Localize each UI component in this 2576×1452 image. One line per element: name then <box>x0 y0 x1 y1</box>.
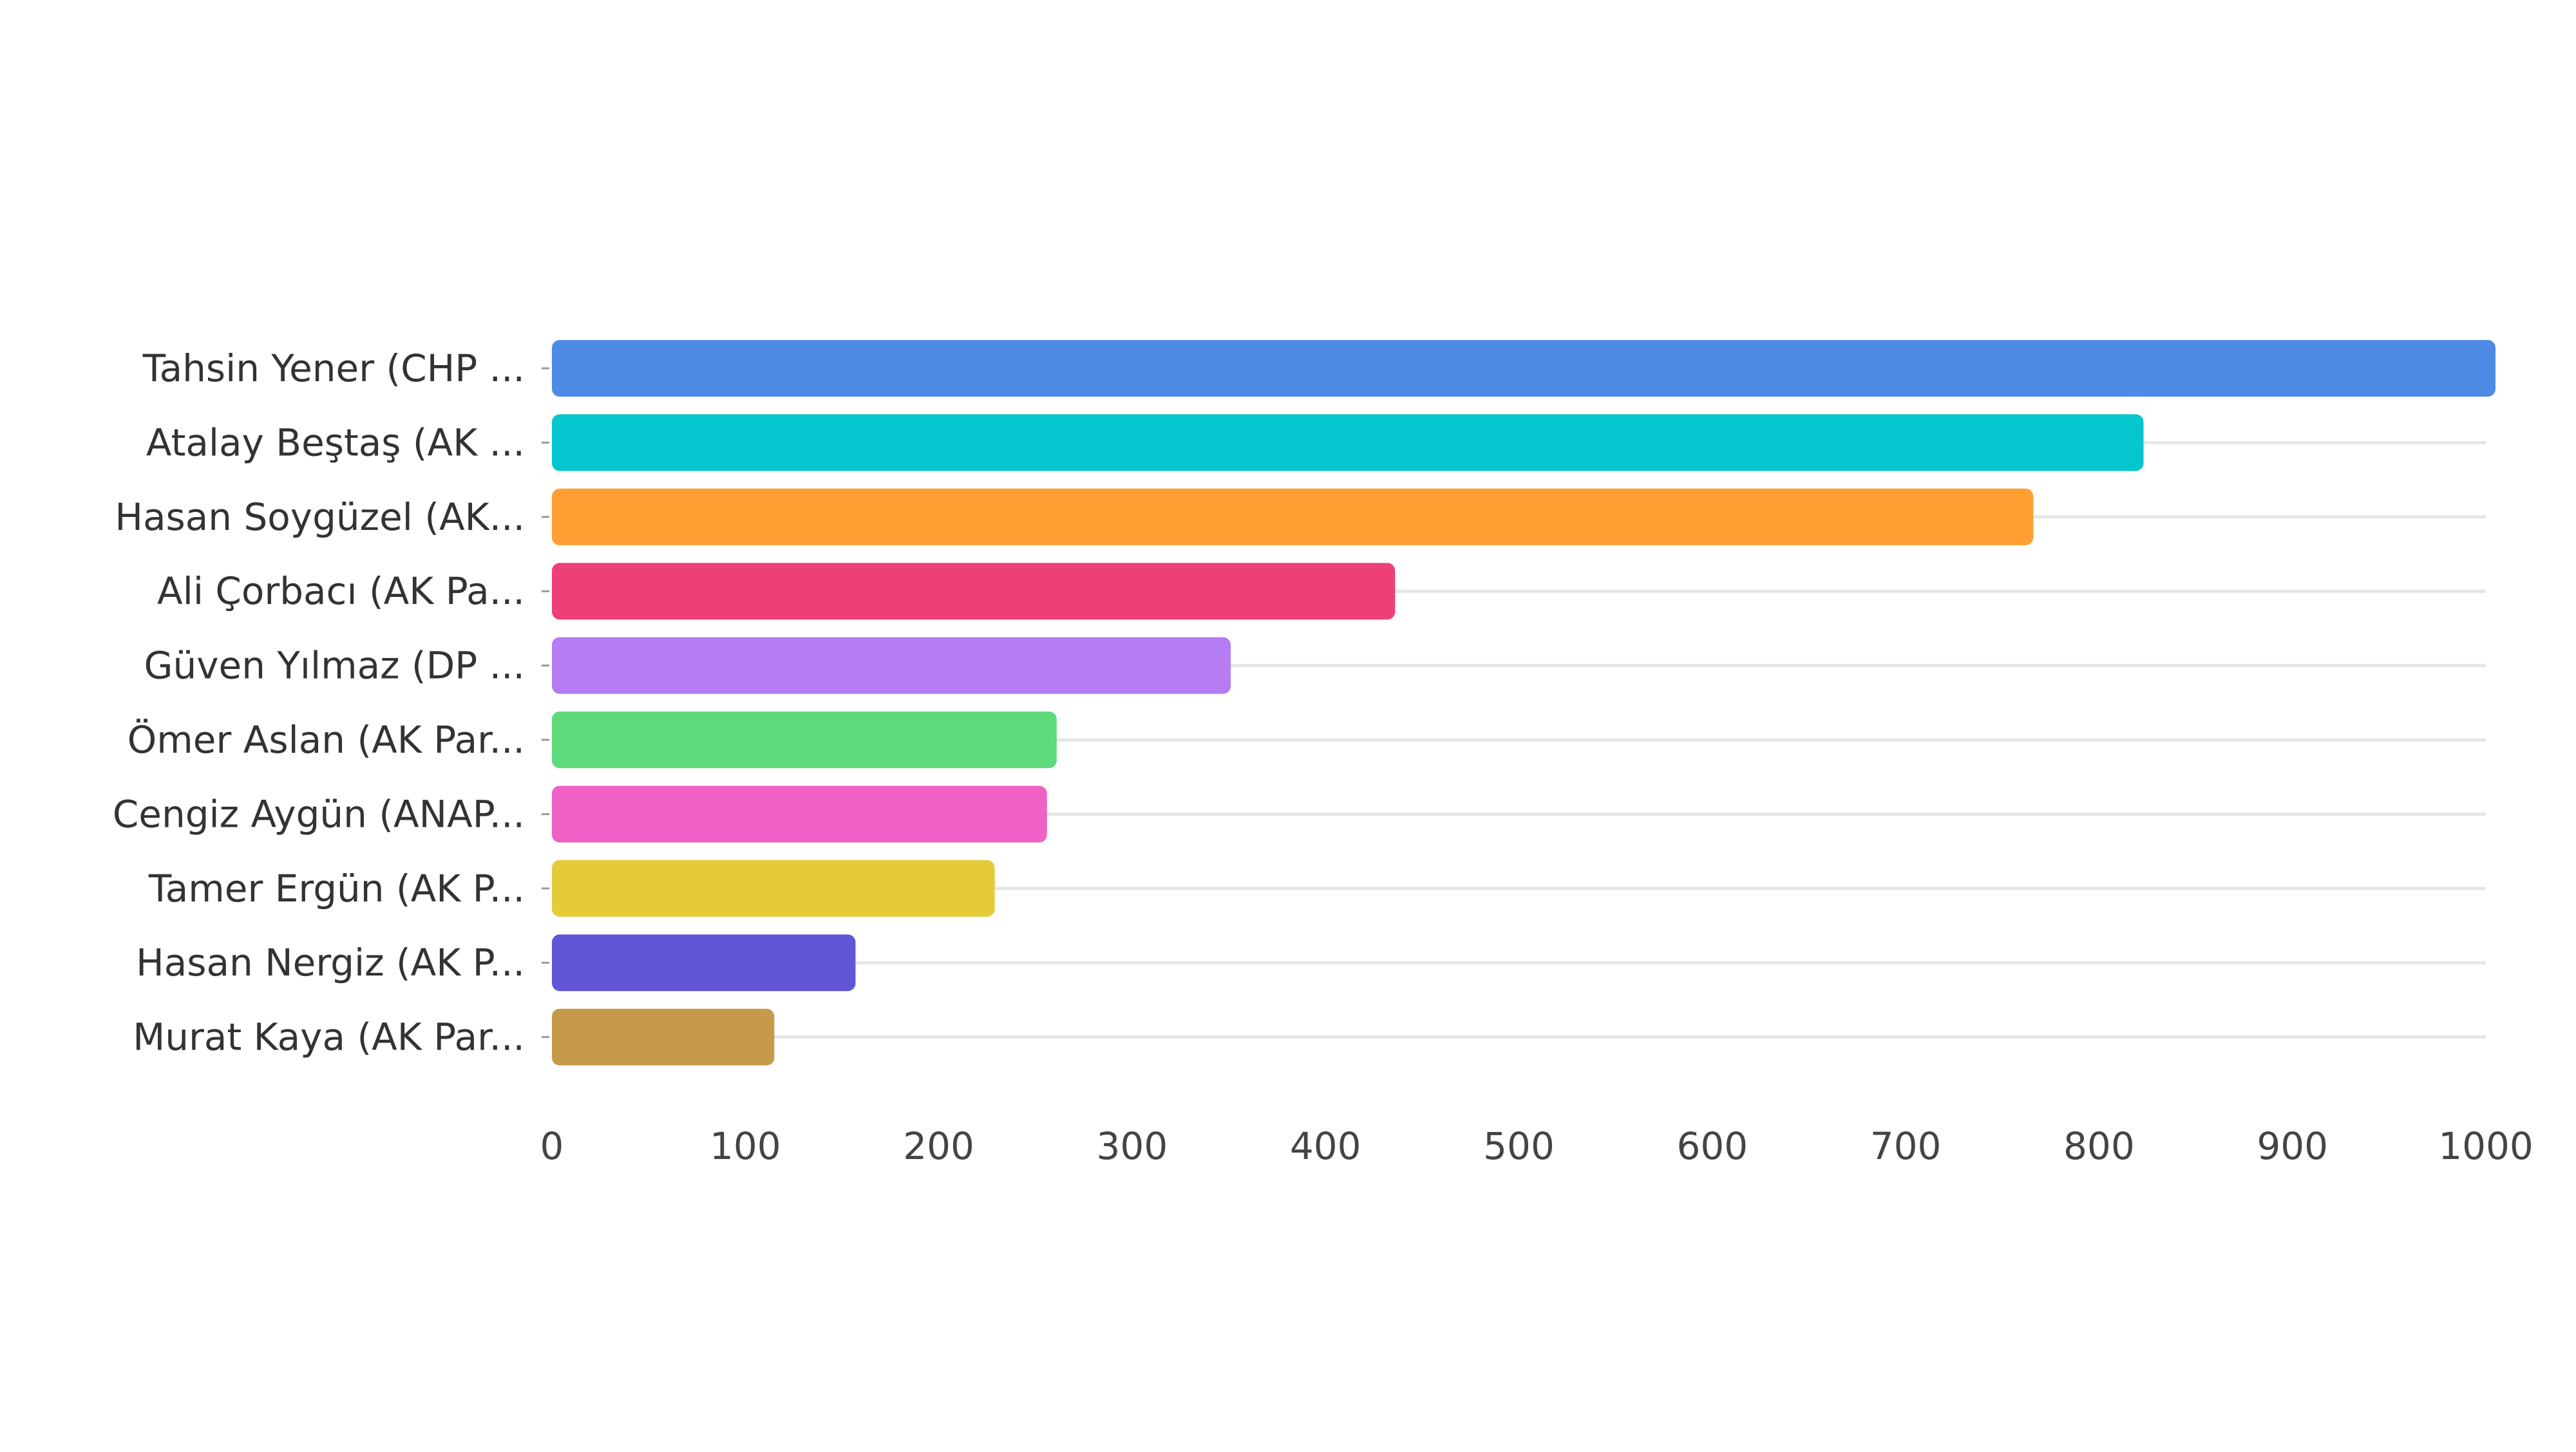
x-tick-label: 300 <box>1097 1124 1168 1168</box>
bar[interactable] <box>552 712 1057 768</box>
bar[interactable] <box>552 414 2144 471</box>
category-label: Hasan Nergiz (AK P... <box>136 941 525 985</box>
category-label: Ali Çorbacı (AK Pa... <box>157 569 525 613</box>
category-label: Güven Yılmaz (DP ... <box>144 644 526 688</box>
category-label: Ömer Aslan (AK Par... <box>128 718 525 762</box>
x-tick-label: 600 <box>1676 1124 1748 1168</box>
bar[interactable] <box>552 563 1396 620</box>
x-tick-label: 500 <box>1483 1124 1555 1168</box>
x-tick-label: 700 <box>1870 1124 1942 1168</box>
bar[interactable] <box>552 934 856 992</box>
category-labels: Tahsin Yener (CHP ... Atalay Beştaş (AK .… <box>113 346 525 1059</box>
bar[interactable] <box>552 488 2034 545</box>
bar[interactable] <box>552 637 1231 694</box>
bar[interactable] <box>552 1008 775 1066</box>
category-label: Tamer Ergün (AK P... <box>148 867 525 910</box>
x-tick-label: 900 <box>2257 1124 2328 1168</box>
bar[interactable] <box>552 860 995 917</box>
bar[interactable] <box>552 786 1047 843</box>
x-tick-label: 100 <box>710 1124 781 1168</box>
bar[interactable] <box>552 340 2496 397</box>
x-tick-label: 400 <box>1290 1124 1361 1168</box>
x-tick-label: 0 <box>540 1124 564 1168</box>
category-label: Cengiz Aygün (ANAP... <box>113 792 525 836</box>
category-label: Tahsin Yener (CHP ... <box>142 346 525 390</box>
x-tick-label: 1000 <box>2438 1124 2533 1168</box>
category-label: Hasan Soygüzel (AK... <box>115 495 525 539</box>
category-label: Atalay Beştaş (AK ... <box>146 420 525 464</box>
x-tick-label: 800 <box>2063 1124 2135 1168</box>
x-tick-label: 200 <box>903 1124 974 1168</box>
category-label: Murat Kaya (AK Par... <box>133 1015 525 1059</box>
bar-layer <box>552 340 2496 1066</box>
x-axis-ticks: 0 100 200 300 400 500 600 700 800 900 1000 <box>540 1124 2533 1168</box>
